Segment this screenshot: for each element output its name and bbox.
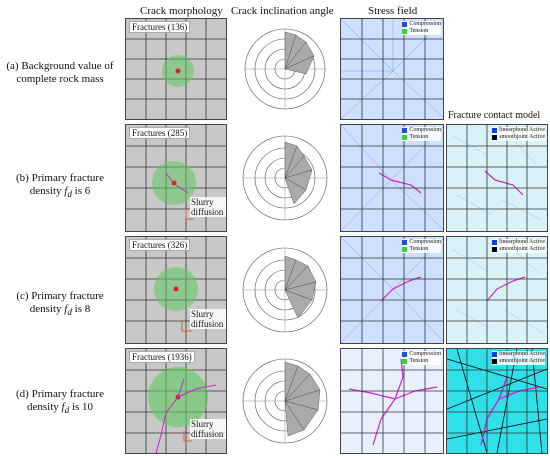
fractures-count-c: Fractures (326)	[129, 239, 191, 251]
contact-model-panel-d: linearpbond Active smoothjoint Active	[446, 348, 548, 454]
stress-grid-c	[341, 237, 443, 343]
rose-svg-a	[244, 28, 326, 110]
legend-linearpbond: linearpbond Active	[499, 127, 545, 133]
morphology-panel-a: Fractures (136)	[125, 18, 227, 120]
header-crack-inclination: Crack inclination angle	[231, 5, 334, 17]
rose-svg-c	[242, 247, 328, 333]
row-label-c-text: (c) Primary fracture density fd is 8	[16, 290, 104, 318]
legend-smoothjoint: smoothjoint Active	[499, 358, 545, 364]
row-label-a-text: (a) Background value of complete rock mas…	[6, 60, 114, 85]
contact-model-panel-b: linearpbond Active smoothjoint Active	[446, 124, 548, 232]
contact-grid-b	[447, 125, 547, 231]
rose-diagram-b	[234, 124, 336, 232]
morphology-grid-c	[126, 237, 226, 343]
legend-tension: Tension	[409, 246, 429, 252]
header-fracture-contact-model: Fracture contact model	[448, 110, 541, 121]
row-label-d-text: (d) Primary fracture density fd is 10	[16, 388, 104, 416]
row-label-d: (d) Primary fracture density fd is 10	[0, 388, 120, 417]
legend-compression: Compression	[409, 351, 441, 357]
row-label-b: (b) Primary fracture density fd is 6	[0, 172, 120, 201]
stress-field-panel-d: Compression Tension	[340, 348, 444, 454]
header-stress-field: Stress field	[368, 5, 418, 17]
fractures-count-d: Fractures (1936)	[129, 351, 195, 363]
row-label-c: (c) Primary fracture density fd is 8	[0, 290, 120, 319]
rose-svg-b	[242, 135, 328, 221]
legend-compression: Compression	[409, 239, 441, 245]
header-crack-morphology: Crack morphology	[140, 5, 223, 17]
row-label-a: (a) Background value of complete rock mas…	[0, 60, 120, 86]
legend-compression: Compression	[409, 127, 441, 133]
rose-diagram-d	[234, 348, 336, 454]
stress-field-panel-c: Compression Tension	[340, 236, 444, 344]
contact-model-panel-c: linearpbond Active smoothjoint Active	[446, 236, 548, 344]
stress-grid-b	[341, 125, 443, 231]
legend-tension: Tension	[409, 358, 429, 364]
morphology-panel-c: Fractures (326) Slurry diffusion	[125, 236, 227, 344]
morphology-grid-d	[126, 349, 226, 453]
legend-tension: Tension	[409, 134, 429, 140]
contact-grid-c	[447, 237, 547, 343]
stress-field-panel-a: Compression Tension	[340, 18, 444, 120]
fractures-count-b: Fractures (285)	[129, 127, 191, 139]
rose-diagram-c	[234, 236, 336, 344]
legend-compression: Compression	[409, 21, 441, 27]
stress-legend-c: Compression Tension	[402, 239, 441, 253]
legend-linearpbond: linearpbond Active	[499, 239, 545, 245]
fractures-count-a: Fractures (136)	[129, 21, 191, 33]
rose-diagram-a	[234, 18, 336, 120]
morphology-panel-b: Fractures (285) Slurry diffusion	[125, 124, 227, 232]
legend-tension: Tension	[409, 28, 429, 34]
morphology-grid-a	[126, 19, 226, 119]
stress-field-panel-b: Compression Tension	[340, 124, 444, 232]
stress-legend-d: Compression Tension	[402, 351, 441, 365]
legend-smoothjoint: smoothjoint Active	[499, 246, 545, 252]
rose-svg-d	[242, 358, 328, 444]
contact-legend-d: linearpbond Active smoothjoint Active	[492, 351, 545, 365]
slurry-diffusion-c: Slurry diffusion	[190, 309, 226, 329]
contact-grid-d	[447, 349, 547, 453]
contact-legend-b: linearpbond Active smoothjoint Active	[492, 127, 545, 141]
morphology-panel-d: Fractures (1936) Slurry diffusion	[125, 348, 227, 454]
legend-smoothjoint: smoothjoint Active	[499, 134, 545, 140]
row-label-b-text: (b) Primary fracture density fd is 6	[16, 172, 104, 200]
stress-grid-a	[341, 19, 443, 119]
slurry-diffusion-b: Slurry diffusion	[190, 197, 226, 217]
legend-linearpbond: linearpbond Active	[499, 351, 545, 357]
contact-legend-c: linearpbond Active smoothjoint Active	[492, 239, 545, 253]
slurry-diffusion-d: Slurry diffusion	[190, 419, 226, 439]
stress-grid-d	[341, 349, 443, 453]
stress-legend-b: Compression Tension	[402, 127, 441, 141]
stress-legend-a: Compression Tension	[402, 21, 441, 35]
